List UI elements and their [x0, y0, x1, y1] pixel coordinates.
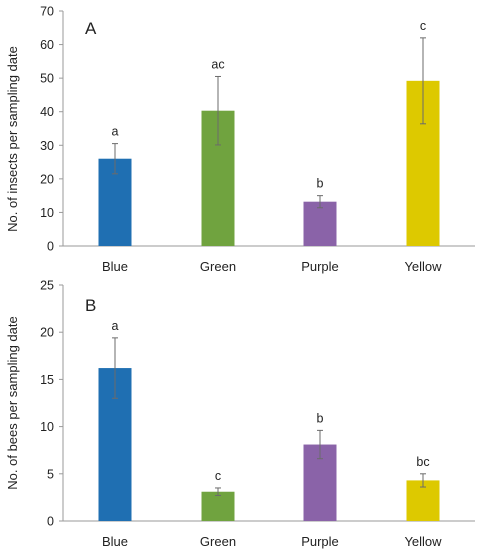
- significance-letter: c: [420, 19, 426, 33]
- y-tick-label: 20: [40, 326, 54, 340]
- significance-letter: bc: [416, 455, 429, 469]
- y-axis-label-a: No. of insects per sampling date: [5, 46, 20, 232]
- x-category-label: Purple: [301, 534, 339, 549]
- y-tick-label: 70: [40, 5, 54, 19]
- y-tick-label: 10: [40, 206, 54, 220]
- x-category-label: Yellow: [404, 534, 442, 549]
- y-tick-label: 60: [40, 38, 54, 52]
- x-category-label: Purple: [301, 259, 339, 274]
- bar-purple: [303, 201, 337, 246]
- significance-letter: b: [317, 411, 324, 425]
- panel-label-b: B: [85, 296, 96, 315]
- y-tick-label: 50: [40, 72, 54, 86]
- significance-letter: a: [112, 125, 119, 139]
- bar-green: [201, 491, 235, 521]
- y-axis-label-b: No. of bees per sampling date: [5, 316, 20, 489]
- x-category-label: Blue: [102, 259, 128, 274]
- y-tick-label: 15: [40, 373, 54, 387]
- x-category-label: Green: [200, 259, 236, 274]
- x-category-label: Yellow: [404, 259, 442, 274]
- y-tick-label: 30: [40, 139, 54, 153]
- y-tick-label: 20: [40, 172, 54, 186]
- significance-letter: a: [112, 319, 119, 333]
- panel-label-a: A: [85, 19, 97, 38]
- y-tick-label: 5: [47, 467, 54, 481]
- y-tick-label: 40: [40, 105, 54, 119]
- significance-letter: b: [317, 177, 324, 191]
- y-tick-label: 10: [40, 420, 54, 434]
- x-category-label: Blue: [102, 534, 128, 549]
- x-category-label: Green: [200, 534, 236, 549]
- y-tick-label: 0: [47, 515, 54, 529]
- y-tick-label: 0: [47, 240, 54, 254]
- significance-letter: c: [215, 469, 221, 483]
- panel-b-chart: B No. of bees per sampling date 0 5 10 15 20…: [5, 279, 475, 549]
- significance-letter: ac: [211, 57, 224, 71]
- y-tick-label: 25: [40, 279, 54, 293]
- panel-a-chart: A No. of insects per sampling date 0 10 20…: [5, 5, 475, 274]
